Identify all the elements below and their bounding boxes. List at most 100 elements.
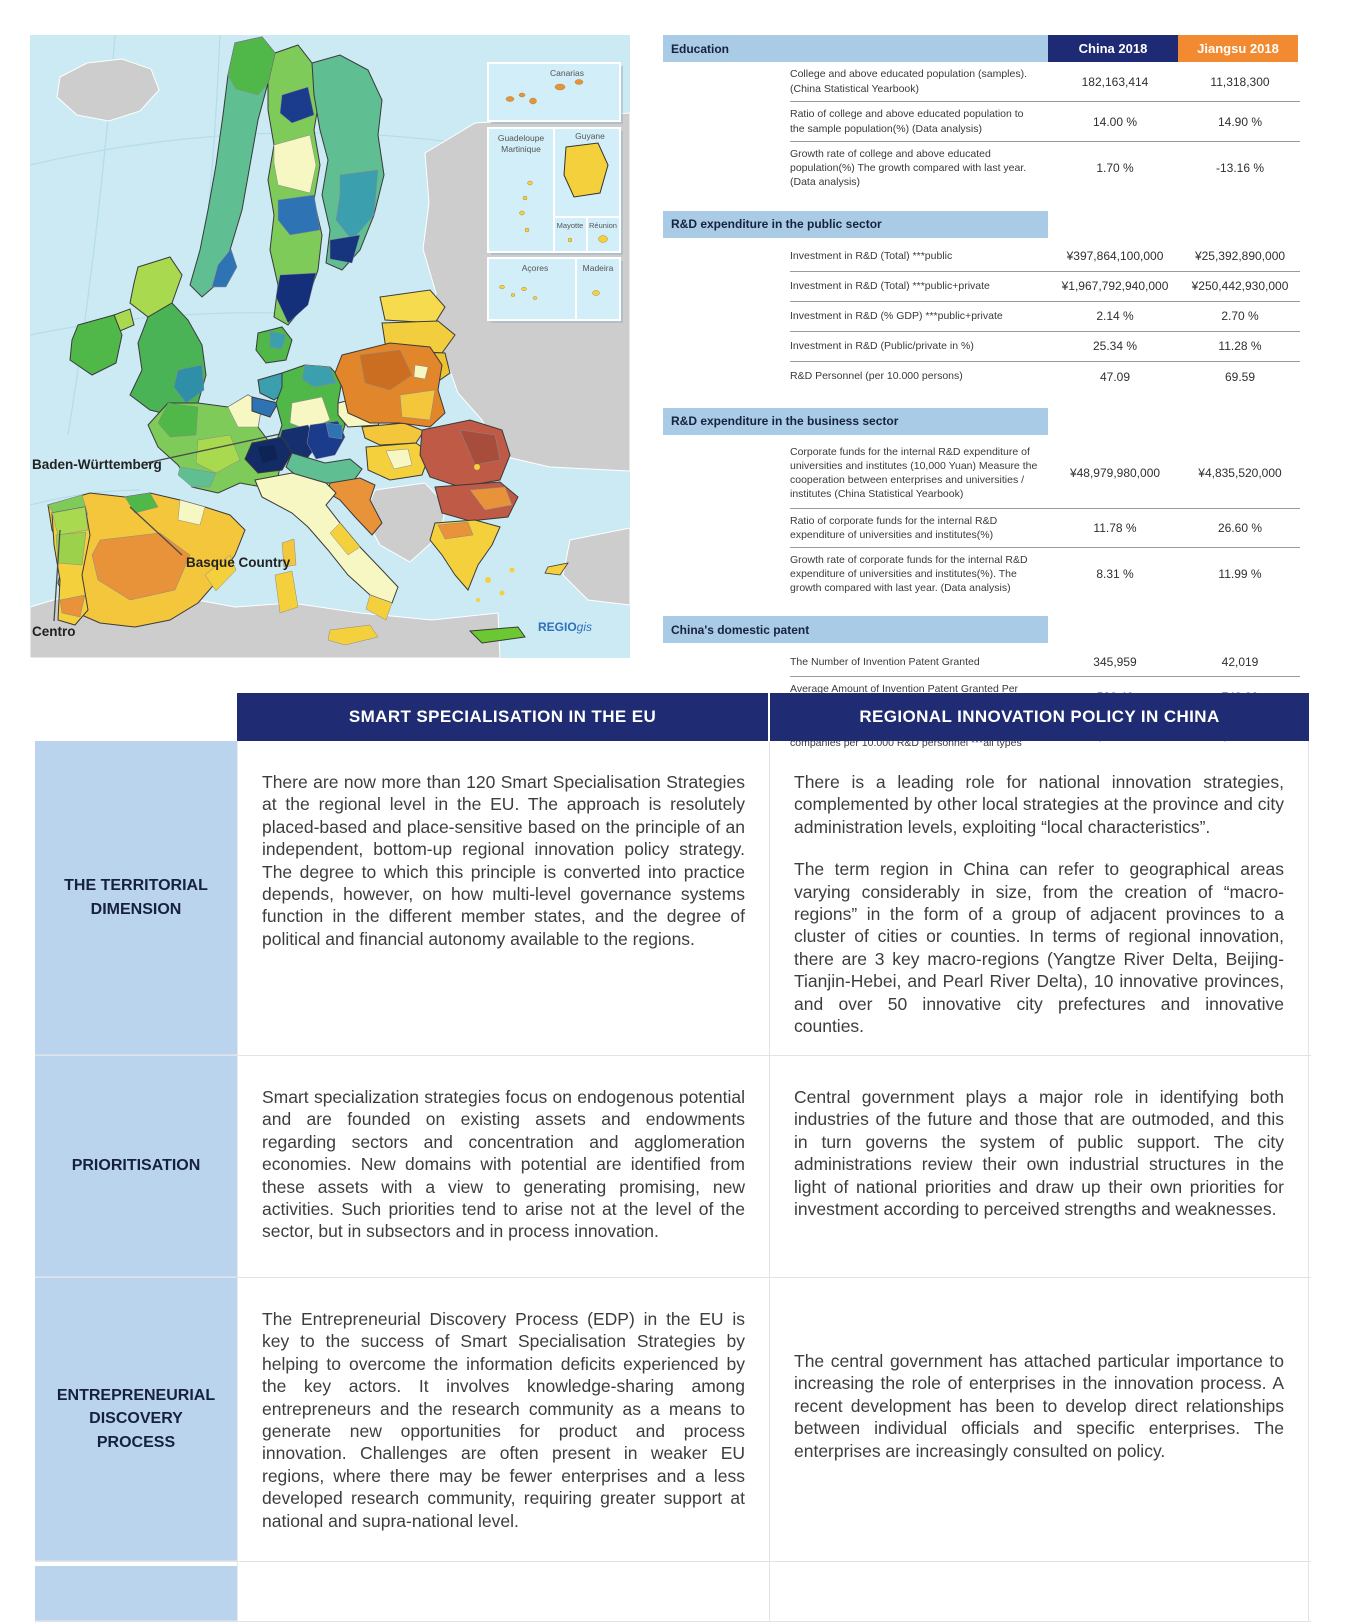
jiangsu-value: ¥25,392,890,000	[1194, 249, 1286, 264]
inset-canarias-box	[487, 62, 621, 122]
jiangsu-value: 11,318,300	[1210, 74, 1270, 89]
corsica	[281, 538, 297, 568]
sicily	[327, 624, 379, 646]
row-label: College and above educated population (s…	[790, 68, 1027, 95]
greece	[429, 519, 526, 644]
british-isles	[69, 256, 207, 418]
cyprus	[544, 562, 569, 576]
table-row-prioritisation: PRIORITISATION Smart specialization stra…	[35, 1056, 1311, 1278]
table-row-territorial-dimension: THE TERRITORIAL DIMENSION There are now …	[35, 741, 1311, 1056]
china-cell: There is a leading role for national inn…	[770, 741, 1309, 1055]
regiogis-credit: REGIOgis	[538, 620, 592, 634]
row-label: Investment in R&D (% GDP) ***public+priv…	[790, 309, 1003, 322]
row-label: ENTREPRENEURIAL DISCOVERY PROCESS	[35, 1278, 237, 1561]
eu-cell: The Entrepreneurial Discovery Process (E…	[237, 1278, 770, 1561]
eu-map-svg: Baden-Württemberg Basque Country Centro …	[30, 35, 630, 658]
row-label	[35, 1562, 237, 1621]
section-title-domestic-patent: China's domestic patent	[663, 616, 1048, 644]
inset-label-canarias: Canarias	[550, 68, 584, 78]
row-label: Investment in R&D (Total) ***public	[790, 249, 953, 262]
paragraph: Smart specialization strategies focus on…	[262, 1087, 745, 1242]
row-label: Investment in R&D (Total) ***public+priv…	[790, 279, 990, 292]
iberia	[47, 492, 246, 628]
norte-region	[51, 506, 89, 536]
centro-line	[53, 529, 61, 622]
table-row-partial	[35, 1562, 1311, 1622]
eu-china-comparison-table: SMART SPECIALISATION IN THE EU REGIONAL …	[35, 693, 1311, 1622]
paragraph: The term region in China can refer to ge…	[794, 859, 1284, 1036]
china-value: 47.09	[1099, 369, 1131, 384]
table-row: Investment in R&D (Total) ***public+priv…	[790, 272, 1300, 302]
paragraph: Central government plays a major role in…	[794, 1087, 1284, 1219]
table-row: Growth rate of corporate funds for the i…	[790, 548, 1300, 601]
jiangsu-value: 14.90 %	[1217, 114, 1263, 129]
france	[147, 394, 283, 494]
jiangsu-value: 26.60 %	[1217, 520, 1263, 535]
eu-cell	[237, 1562, 770, 1621]
poland	[334, 342, 446, 428]
ireland	[69, 314, 123, 376]
inset-label-acores: Açores	[522, 263, 548, 273]
eu-cell: Smart specialization strategies focus on…	[237, 1056, 770, 1277]
column-header-jiangsu-2018: Jiangsu 2018	[1178, 35, 1298, 62]
iceland	[56, 58, 160, 122]
row-label: Corporate funds for the internal R&D exp…	[790, 445, 1038, 501]
callout-centro: Centro	[32, 624, 76, 639]
row-label: Ratio of college and above educated popu…	[790, 108, 1024, 135]
china-value: ¥1,967,792,940,000	[1061, 279, 1169, 294]
china-value: 14.00 %	[1092, 114, 1138, 129]
jiangsu-value: 11.28 %	[1218, 339, 1262, 354]
inset-boxes	[487, 62, 621, 321]
inset-acores-box	[487, 257, 577, 321]
section-title-public-sector: R&D expenditure in the public sector	[663, 210, 1048, 238]
table-row-entrepreneurial-discovery: ENTREPRENEURIAL DISCOVERY PROCESS The En…	[35, 1278, 1311, 1562]
jiangsu-value: 2.70 %	[1221, 309, 1259, 324]
table-row: The Number of Invention Patent Granted 3…	[790, 647, 1300, 678]
denmark	[255, 326, 293, 364]
romania-bulgaria	[419, 419, 519, 522]
header-smart-specialisation-eu: SMART SPECIALISATION IN THE EU	[237, 693, 770, 741]
estonia	[379, 289, 446, 324]
callout-baden-wuerttemberg: Baden-Württemberg	[32, 457, 162, 472]
table-row: Ratio of college and above educated popu…	[790, 102, 1300, 142]
table-row: Investment in R&D (% GDP) ***public+priv…	[790, 302, 1300, 332]
table-row: Investment in R&D (Public/private in %) …	[790, 332, 1300, 362]
jiangsu-value: -13.16 %	[1215, 161, 1265, 176]
inset-reunion-box	[586, 216, 621, 253]
eu-regional-innovation-map: Baden-Württemberg Basque Country Centro …	[30, 35, 630, 658]
slovenia-croatia	[327, 477, 383, 536]
baden-wuerttemberg-line	[145, 433, 281, 464]
section-title-education: Education	[663, 35, 1048, 62]
basque-country-line	[129, 506, 183, 556]
section-title-business-sector: R&D expenditure in the business sector	[663, 407, 1048, 435]
paragraph: There is a leading role for national inn…	[794, 772, 1284, 837]
column-header-china-2018: China 2018	[1048, 35, 1178, 62]
row-label: Investment in R&D (Public/private in %)	[790, 339, 974, 352]
inset-label-madeira: Madeira	[583, 263, 614, 273]
belgium	[251, 396, 279, 418]
row-label: Ratio of corporate funds for the interna…	[790, 514, 998, 541]
row-label: R&D Personnel (per 10.000 persons)	[790, 370, 963, 383]
china-value: 182,163,414	[1081, 74, 1149, 89]
china-value: ¥397,864,100,000	[1066, 249, 1164, 264]
table-row: R&D Personnel (per 10.000 persons) 47.09…	[790, 362, 1300, 392]
jiangsu-value: ¥4,835,520,000	[1198, 466, 1282, 481]
jiangsu-value: 69.59	[1224, 369, 1256, 384]
table-row: College and above educated population (s…	[790, 62, 1300, 102]
table-row: Investment in R&D (Total) ***public ¥397…	[790, 242, 1300, 272]
china-value: 2.14 %	[1096, 309, 1134, 324]
alpine-countries	[244, 436, 363, 484]
inset-madeira-box	[575, 257, 621, 321]
china-value: 25.34 %	[1092, 339, 1138, 354]
inset-label-mayotte: Mayotte	[557, 221, 584, 230]
eu-cell: There are now more than 120 Smart Specia…	[237, 741, 770, 1055]
china-cell: Central government plays a major role in…	[770, 1056, 1309, 1277]
italy	[254, 472, 399, 646]
jiangsu-value: 11.99 %	[1218, 567, 1262, 582]
paragraph: There are now more than 120 Smart Specia…	[262, 772, 745, 949]
china-cell: The central government has attached part…	[770, 1278, 1309, 1561]
china-value: 8.31 %	[1096, 567, 1134, 582]
business-sector-rows: Corporate funds for the internal R&D exp…	[790, 439, 1300, 601]
inset-label-martinique: Martinique	[501, 144, 541, 154]
inset-islands	[499, 79, 609, 300]
